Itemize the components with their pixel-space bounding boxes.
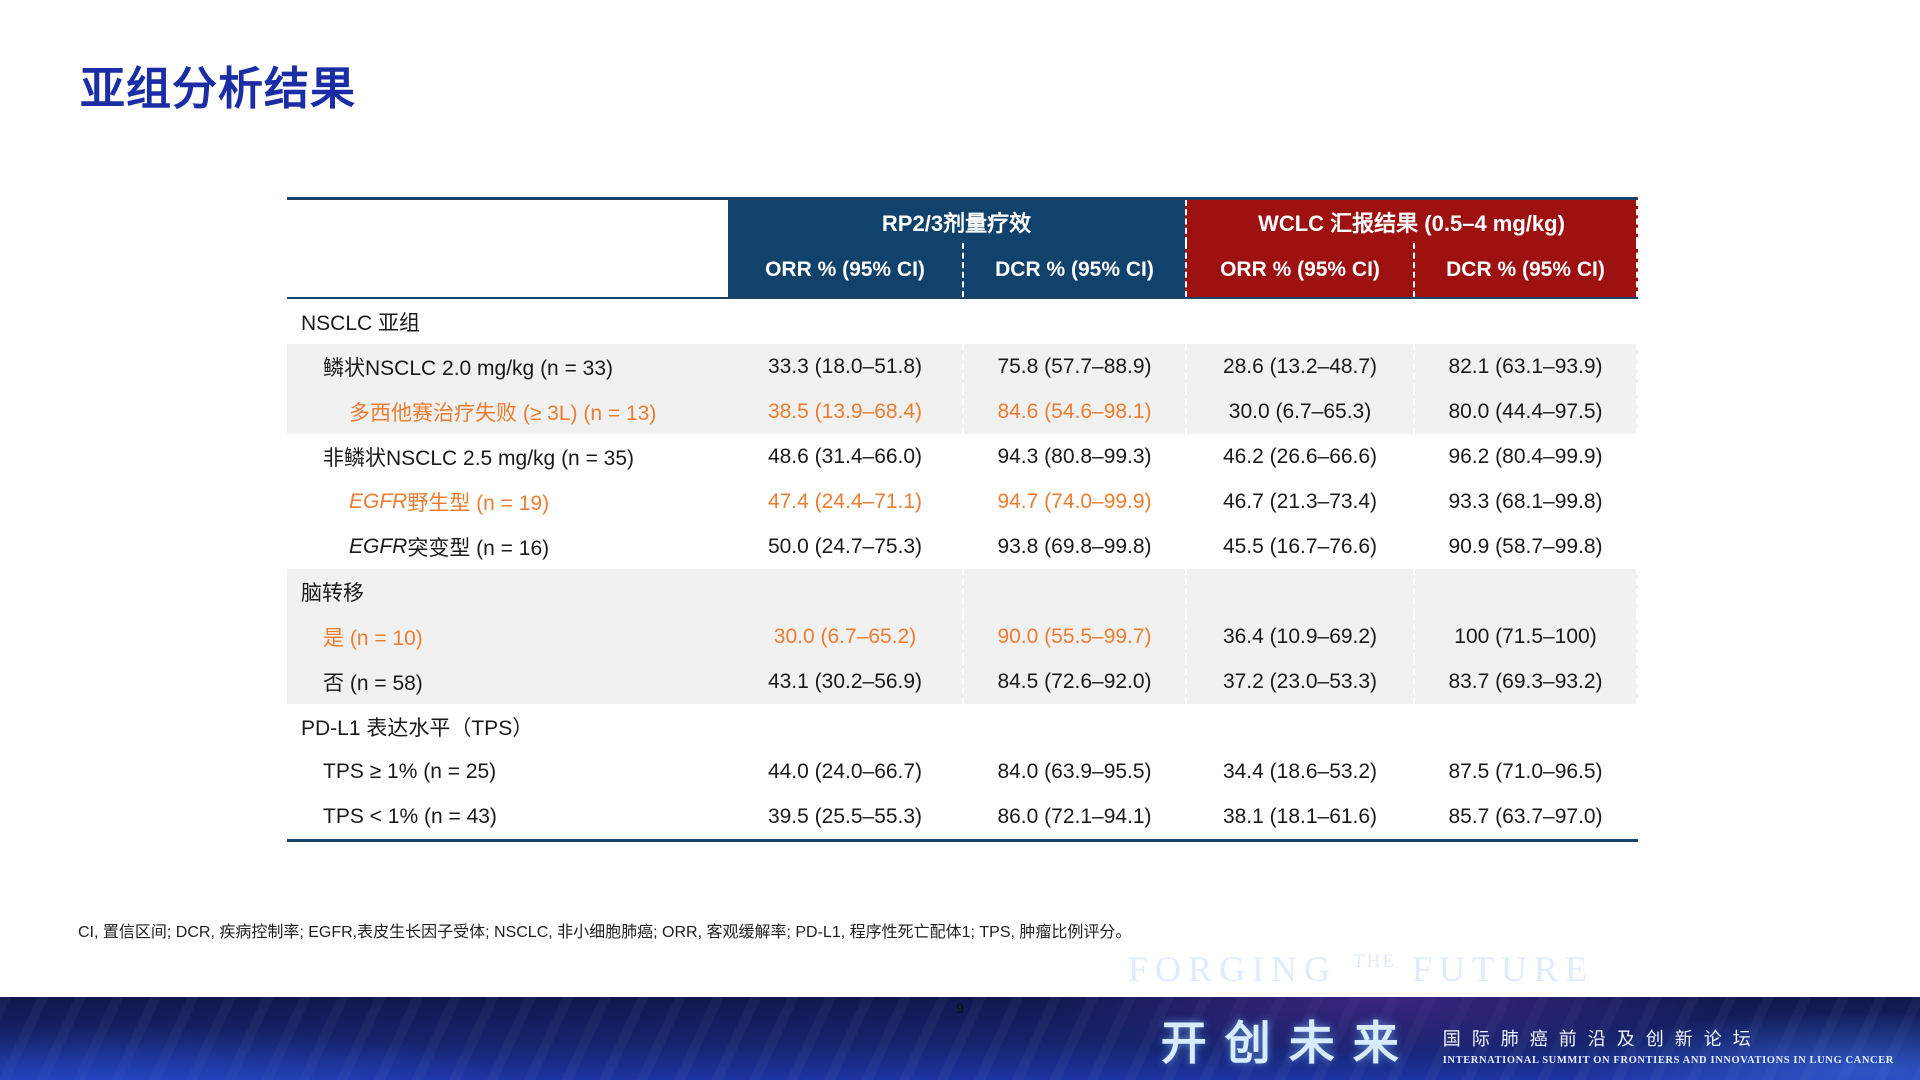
row-label: 脑转移: [301, 581, 364, 605]
cell-value: 87.5 (71.0–96.5): [1413, 749, 1638, 794]
cell-value: 93.8 (69.8–99.8): [962, 524, 1185, 569]
table-header-group-row: RP2/3剂量疗效 WCLC 汇报结果 (0.5–4 mg/kg): [287, 200, 1638, 243]
subgroup-results-table: RP2/3剂量疗效 WCLC 汇报结果 (0.5–4 mg/kg) ORR % …: [287, 197, 1638, 842]
cell-value: 86.0 (72.1–94.1): [962, 794, 1185, 839]
cell-value: 37.2 (23.0–53.3): [1185, 659, 1413, 704]
cell-value: 80.0 (44.4–97.5): [1413, 389, 1638, 434]
cell-value: 44.0 (24.0–66.7): [767, 759, 923, 783]
cell-value: 82.1 (63.1–93.9): [1413, 344, 1638, 389]
col-header-rp23-orr: ORR % (95% CI): [728, 243, 962, 297]
forging-the-future-watermark: FORGING THE FUTURE: [1128, 949, 1594, 989]
table-row-egfr-wildtype: EGFR 野生型 (n = 19) 47.4 (24.4–71.1) 94.7 …: [287, 479, 1638, 524]
col-header-wclc-dcr: DCR % (95% CI): [1413, 243, 1638, 297]
summit-subtitle-block: 国际肺癌前沿及创新论坛 INTERNATIONAL SUMMIT ON FRON…: [1443, 1025, 1894, 1070]
cell-value: 36.4 (10.9–69.2): [1185, 614, 1413, 659]
row-label: TPS < 1% (n = 43): [323, 804, 497, 828]
cell-value: 96.2 (80.4–99.9): [1413, 434, 1638, 479]
cell-value: 84.6 (54.6–98.1): [962, 389, 1185, 434]
header-group-rp23: RP2/3剂量疗效: [728, 200, 1185, 243]
table-row-tps-ge1: TPS ≥ 1% (n = 25) 44.0 (24.0–66.7) 84.0 …: [287, 749, 1638, 794]
row-label: NSCLC 亚组: [301, 311, 421, 335]
cell-value: 75.8 (57.7–88.9): [962, 344, 1185, 389]
table-row-section-nsclc: NSCLC 亚组: [287, 299, 1638, 344]
cell-value: 38.1 (18.1–61.6): [1185, 794, 1413, 839]
cell-value: 46.7 (21.3–73.4): [1185, 479, 1413, 524]
banner-branding: FORGING THE FUTURE 开创未来 国际肺癌前沿及创新论坛 INTE…: [1128, 949, 1894, 1070]
cell-value: 84.0 (63.9–95.5): [962, 749, 1185, 794]
cell-value: 30.0 (6.7–65.3): [1185, 389, 1413, 434]
table-row-brain-mets-no: 否 (n = 58) 43.1 (30.2–56.9) 84.5 (72.6–9…: [287, 659, 1638, 704]
cell-value: 34.4 (18.6–53.2): [1185, 749, 1413, 794]
summit-subtitle-chinese: 国际肺癌前沿及创新论坛: [1442, 1029, 1762, 1049]
cell-value: 83.7 (69.3–93.2): [1413, 659, 1638, 704]
summit-subtitle-english: INTERNATIONAL SUMMIT ON FRONTIERS AND IN…: [1442, 1055, 1894, 1066]
row-label: 是 (n = 10): [323, 626, 423, 650]
cell-value: 90.0 (55.5–99.7): [962, 614, 1185, 659]
table-row-egfr-mutant: EGFR 突变型 (n = 16) 50.0 (24.7–75.3) 93.8 …: [287, 524, 1638, 569]
cell-value: 39.5 (25.5–55.3): [767, 804, 923, 828]
header-spacer: [287, 243, 728, 297]
row-label: 否 (n = 58): [323, 671, 423, 695]
cell-value: 85.7 (63.7–97.0): [1413, 794, 1638, 839]
row-label: 多西他赛治疗失败 (≥ 3L) (n = 13): [349, 401, 657, 425]
page-number: 9: [956, 1000, 964, 1016]
table-row-brain-mets-yes: 是 (n = 10) 30.0 (6.7–65.2) 90.0 (55.5–99…: [287, 614, 1638, 659]
cell-value: 43.1 (30.2–56.9): [767, 669, 923, 693]
cell-value: 46.2 (26.6–66.6): [1185, 434, 1413, 479]
cell-value: 93.3 (68.1–99.8): [1413, 479, 1638, 524]
cell-value: 28.6 (13.2–48.7): [1185, 344, 1413, 389]
page-title: 亚组分析结果: [80, 63, 357, 114]
cell-value: 48.6 (31.4–66.0): [767, 444, 923, 468]
table-row-section-brain-mets: 脑转移: [287, 569, 1638, 614]
cell-value: 94.7 (74.0–99.9): [962, 479, 1185, 524]
table-row-section-pdl1: PD-L1 表达水平（TPS）: [287, 704, 1638, 749]
cell-value: [1185, 299, 1413, 344]
cell-value: 45.5 (16.7–76.6): [1185, 524, 1413, 569]
summit-logo-chinese: 开创未来: [1160, 1017, 1417, 1069]
table-row-tps-lt1: TPS < 1% (n = 43) 39.5 (25.5–55.3) 86.0 …: [287, 794, 1638, 839]
row-label: EGFR 突变型 (n = 16): [349, 534, 550, 560]
row-label: 非鳞状NSCLC 2.5 mg/kg (n = 35): [323, 446, 635, 470]
cell-value: [728, 569, 962, 614]
cell-value: [1413, 299, 1638, 344]
col-header-rp23-dcr: DCR % (95% CI): [962, 243, 1185, 297]
cell-value: [1413, 569, 1638, 614]
cell-value: [728, 299, 962, 344]
header-spacer: [287, 200, 728, 243]
table-row-squamous: 鳞状NSCLC 2.0 mg/kg (n = 33) 33.3 (18.0–51…: [287, 344, 1638, 389]
cell-value: [962, 299, 1185, 344]
row-label: 鳞状NSCLC 2.0 mg/kg (n = 33): [323, 356, 614, 380]
header-group-wclc: WCLC 汇报结果 (0.5–4 mg/kg): [1185, 200, 1638, 243]
table-row-nonsquamous: 非鳞状NSCLC 2.5 mg/kg (n = 35) 48.6 (31.4–6…: [287, 434, 1638, 479]
cell-value: [1413, 704, 1638, 749]
cell-value: 38.5 (13.9–68.4): [767, 399, 923, 423]
cell-value: [962, 704, 1185, 749]
cell-value: [728, 704, 962, 749]
cell-value: 90.9 (58.7–99.8): [1413, 524, 1638, 569]
table-row-docetaxel-failure: 多西他赛治疗失败 (≥ 3L) (n = 13) 38.5 (13.9–68.4…: [287, 389, 1638, 434]
cell-value: [1185, 569, 1413, 614]
bottom-banner: FORGING THE FUTURE 开创未来 国际肺癌前沿及创新论坛 INTE…: [0, 949, 1920, 1080]
cell-value: 50.0 (24.7–75.3): [767, 534, 923, 558]
cell-value: 30.0 (6.7–65.2): [773, 624, 917, 648]
cell-value: [1185, 704, 1413, 749]
table-header-columns-row: ORR % (95% CI) DCR % (95% CI) ORR % (95%…: [287, 243, 1638, 299]
cell-value: 47.4 (24.4–71.1): [767, 489, 923, 513]
cell-value: 33.3 (18.0–51.8): [767, 354, 923, 378]
cell-value: [962, 569, 1185, 614]
row-label: PD-L1 表达水平（TPS）: [301, 716, 534, 740]
cell-value: 84.5 (72.6–92.0): [962, 659, 1185, 704]
cell-value: 100 (71.5–100): [1413, 614, 1638, 659]
row-label: EGFR 野生型 (n = 19): [349, 489, 550, 515]
cell-value: 94.3 (80.8–99.3): [962, 434, 1185, 479]
abbreviations-footnote: CI, 置信区间; DCR, 疾病控制率; EGFR,表皮生长因子受体; NSC…: [78, 924, 1132, 941]
col-header-wclc-orr: ORR % (95% CI): [1185, 243, 1413, 297]
row-label: TPS ≥ 1% (n = 25): [323, 759, 497, 783]
